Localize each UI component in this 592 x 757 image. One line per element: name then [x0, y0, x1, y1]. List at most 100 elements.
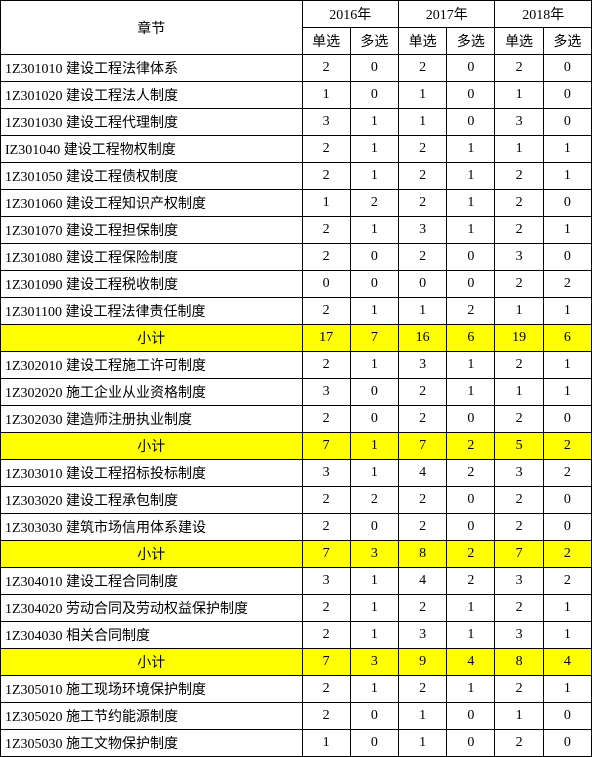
- exam-stats-table: 章节 2016年 2017年 2018年 单选 多选 单选 多选 单选 多选 1…: [0, 0, 592, 757]
- value-cell: 2: [302, 703, 350, 730]
- value-cell: 1: [447, 379, 495, 406]
- value-cell: 1: [543, 622, 591, 649]
- table-row: 1Z303020 建设工程承包制度222020: [1, 487, 592, 514]
- header-multi: 多选: [447, 28, 495, 55]
- value-cell: 1: [350, 298, 398, 325]
- table-row: 1Z301020 建设工程法人制度101010: [1, 82, 592, 109]
- chapter-cell: 1Z303030 建筑市场信用体系建设: [1, 514, 303, 541]
- value-cell: 8: [398, 541, 446, 568]
- value-cell: 0: [350, 703, 398, 730]
- header-single: 单选: [302, 28, 350, 55]
- value-cell: 2: [350, 190, 398, 217]
- value-cell: 2: [302, 595, 350, 622]
- value-cell: 2: [302, 136, 350, 163]
- chapter-cell: 1Z303020 建设工程承包制度: [1, 487, 303, 514]
- value-cell: 2: [302, 514, 350, 541]
- value-cell: 1: [350, 676, 398, 703]
- value-cell: 2: [398, 379, 446, 406]
- table-row: 1Z301030 建设工程代理制度311030: [1, 109, 592, 136]
- value-cell: 1: [495, 703, 543, 730]
- header-single: 单选: [495, 28, 543, 55]
- value-cell: 2: [398, 487, 446, 514]
- value-cell: 2: [495, 271, 543, 298]
- value-cell: 1: [495, 298, 543, 325]
- value-cell: 1: [543, 298, 591, 325]
- value-cell: 2: [447, 298, 495, 325]
- chapter-cell: 1Z305030 施工文物保护制度: [1, 730, 303, 757]
- value-cell: 7: [302, 433, 350, 460]
- value-cell: 2: [495, 406, 543, 433]
- value-cell: 4: [398, 460, 446, 487]
- table-row: 1Z305010 施工现场环境保护制度212121: [1, 676, 592, 703]
- value-cell: 2: [302, 406, 350, 433]
- value-cell: 3: [495, 109, 543, 136]
- value-cell: 1: [350, 136, 398, 163]
- value-cell: 1: [398, 703, 446, 730]
- table-row: 1Z303010 建设工程招标投标制度314232: [1, 460, 592, 487]
- value-cell: 0: [350, 55, 398, 82]
- value-cell: 0: [543, 109, 591, 136]
- value-cell: 0: [350, 730, 398, 757]
- header-row-years: 章节 2016年 2017年 2018年: [1, 1, 592, 28]
- value-cell: 17: [302, 325, 350, 352]
- value-cell: 1: [447, 676, 495, 703]
- value-cell: 0: [350, 244, 398, 271]
- value-cell: 3: [350, 649, 398, 676]
- value-cell: 3: [302, 460, 350, 487]
- value-cell: 8: [495, 649, 543, 676]
- value-cell: 0: [447, 271, 495, 298]
- value-cell: 7: [495, 541, 543, 568]
- value-cell: 0: [398, 271, 446, 298]
- value-cell: 1: [447, 622, 495, 649]
- value-cell: 0: [302, 271, 350, 298]
- value-cell: 2: [302, 487, 350, 514]
- chapter-cell: 1Z301100 建设工程法律责任制度: [1, 298, 303, 325]
- value-cell: 1: [543, 676, 591, 703]
- value-cell: 0: [543, 55, 591, 82]
- value-cell: 2: [302, 352, 350, 379]
- table-row: 1Z304030 相关合同制度213131: [1, 622, 592, 649]
- value-cell: 0: [447, 109, 495, 136]
- value-cell: 2: [447, 541, 495, 568]
- value-cell: 1: [543, 136, 591, 163]
- chapter-cell: 1Z301070 建设工程担保制度: [1, 217, 303, 244]
- value-cell: 1: [350, 595, 398, 622]
- table-row: 1Z305020 施工节约能源制度201010: [1, 703, 592, 730]
- value-cell: 2: [302, 217, 350, 244]
- header-year-2018: 2018年: [495, 1, 592, 28]
- value-cell: 2: [447, 433, 495, 460]
- value-cell: 1: [350, 622, 398, 649]
- table-row: 1Z305030 施工文物保护制度101020: [1, 730, 592, 757]
- chapter-cell: 1Z302010 建设工程施工许可制度: [1, 352, 303, 379]
- subtotal-label: 小计: [1, 325, 303, 352]
- value-cell: 2: [302, 163, 350, 190]
- value-cell: 2: [495, 55, 543, 82]
- value-cell: 1: [398, 298, 446, 325]
- value-cell: 1: [398, 730, 446, 757]
- value-cell: 2: [495, 163, 543, 190]
- chapter-cell: 1Z301060 建设工程知识产权制度: [1, 190, 303, 217]
- value-cell: 0: [447, 487, 495, 514]
- value-cell: 1: [495, 136, 543, 163]
- value-cell: 0: [447, 703, 495, 730]
- value-cell: 1: [447, 217, 495, 244]
- value-cell: 0: [350, 82, 398, 109]
- value-cell: 0: [543, 514, 591, 541]
- subtotal-row: 小计739484: [1, 649, 592, 676]
- value-cell: 2: [398, 163, 446, 190]
- value-cell: 2: [350, 487, 398, 514]
- value-cell: 2: [543, 271, 591, 298]
- value-cell: 1: [447, 163, 495, 190]
- value-cell: 2: [495, 676, 543, 703]
- value-cell: 2: [495, 217, 543, 244]
- subtotal-label: 小计: [1, 541, 303, 568]
- table-row: 1Z302030 建造师注册执业制度202020: [1, 406, 592, 433]
- chapter-cell: 1Z301090 建设工程税收制度: [1, 271, 303, 298]
- header-year-2016: 2016年: [302, 1, 398, 28]
- value-cell: 1: [447, 190, 495, 217]
- value-cell: 1: [543, 217, 591, 244]
- value-cell: 1: [350, 352, 398, 379]
- value-cell: 0: [447, 244, 495, 271]
- value-cell: 2: [398, 190, 446, 217]
- value-cell: 0: [350, 514, 398, 541]
